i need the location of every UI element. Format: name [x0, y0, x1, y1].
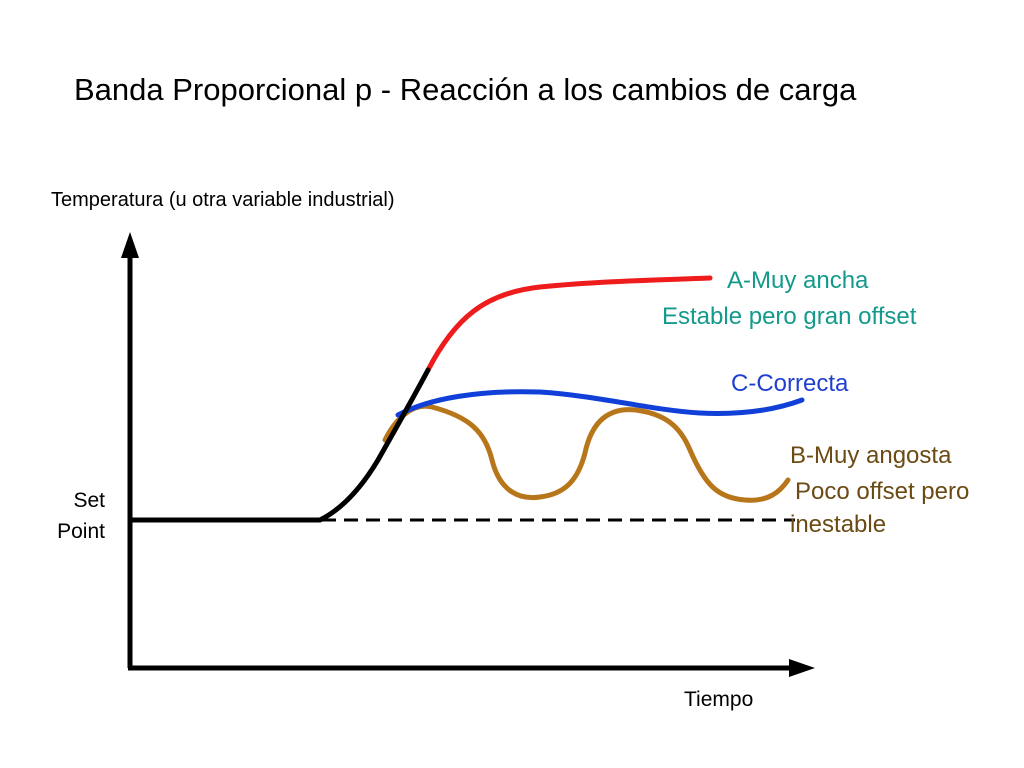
curve-c-label: C-Correcta	[731, 370, 849, 397]
curve-c-correcta	[395, 389, 805, 418]
curve-b-label-line1: B-Muy angosta	[790, 442, 952, 469]
x-axis-arrowhead	[789, 659, 815, 677]
curve-a-muy-ancha	[425, 275, 713, 373]
setpoint-label-line2: Point	[57, 520, 105, 543]
curve-a-label-line1: A-Muy ancha	[727, 267, 869, 294]
curve-b-label-line2: Poco offset pero	[795, 478, 970, 505]
y-axis-arrowhead	[121, 232, 139, 258]
curve-a-label-line2: Estable pero gran offset	[662, 303, 917, 330]
y-axis-label: Temperatura (u otra variable industrial)	[51, 189, 395, 211]
setpoint-label-line1: Set	[73, 489, 105, 512]
curve-b-label-line3: inestable	[790, 511, 887, 538]
slide-title: Banda Proporcional p - Reacción a los ca…	[74, 72, 857, 107]
x-axis-label: Tiempo	[684, 688, 754, 711]
process-response-curve	[129, 367, 431, 523]
curve-b-muy-angosta	[382, 403, 791, 503]
